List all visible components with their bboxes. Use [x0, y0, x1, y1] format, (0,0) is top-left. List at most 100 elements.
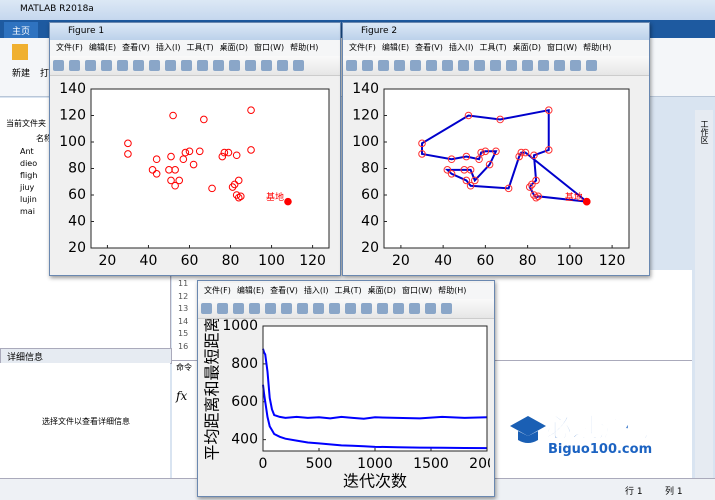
file-item[interactable]: fligh [20, 171, 38, 180]
home-tab[interactable]: 主页 [4, 22, 39, 39]
logo [510, 416, 546, 443]
tool-button[interactable] [474, 60, 485, 71]
tool-button[interactable] [85, 60, 96, 71]
file-item[interactable]: jiuy [20, 183, 35, 192]
tool-button[interactable] [313, 303, 324, 314]
tool-button[interactable] [586, 60, 597, 71]
title-bar: MATLAB R2018a [0, 0, 715, 20]
tool-button[interactable] [201, 303, 212, 314]
tool-button[interactable] [362, 60, 373, 71]
tool-button[interactable] [117, 60, 128, 71]
menu-item[interactable]: 窗口(W) [547, 43, 578, 52]
tool-button[interactable] [426, 60, 437, 71]
tool-button[interactable] [410, 60, 421, 71]
tool-button[interactable] [277, 60, 288, 71]
menu-item[interactable]: 文件(F) [56, 43, 83, 52]
x-tick-label: 100 [556, 253, 583, 269]
marker [234, 193, 243, 202]
watermark: 必过源码 Biguo100.com [508, 408, 708, 463]
tool-button[interactable] [506, 60, 517, 71]
tool-button[interactable] [101, 60, 112, 71]
tool-button[interactable] [165, 60, 176, 71]
tool-button[interactable] [394, 60, 405, 71]
tool-button[interactable] [181, 60, 192, 71]
tool-button[interactable] [490, 60, 501, 71]
menu-item[interactable]: 插入(I) [303, 286, 329, 295]
details-panel: 选择文件以查看详细信息 [0, 363, 170, 478]
menu-item[interactable]: 帮助(H) [583, 43, 612, 52]
chart: 20 40 60 80 100 120 20 40 60 80 100 120 140 基地 [352, 81, 630, 269]
menu-item[interactable]: 查看(V) [270, 286, 298, 295]
x-tick-label: 60 [181, 253, 199, 269]
tool-button[interactable] [329, 303, 340, 314]
menu-item[interactable]: 插入(I) [448, 43, 474, 52]
menu-item[interactable]: 桌面(D) [512, 43, 542, 52]
menu-item[interactable]: 文件(F) [204, 286, 231, 295]
tool-button[interactable] [378, 60, 389, 71]
menu-item[interactable]: 查看(V) [415, 43, 443, 52]
menu-item[interactable]: 编辑(E) [236, 286, 265, 295]
menu-item[interactable]: 桌面(D) [219, 43, 249, 52]
ribbon-open[interactable]: 打 [40, 69, 50, 79]
menu-item[interactable]: 桌面(D) [367, 286, 397, 295]
side-tab[interactable]: 工作区 [700, 120, 709, 144]
menu-item[interactable]: 查看(V) [122, 43, 150, 52]
tool-button[interactable] [217, 303, 228, 314]
marker [124, 139, 132, 148]
tool-button[interactable] [53, 60, 64, 71]
tool-button[interactable] [425, 303, 436, 314]
marker [530, 191, 538, 199]
tool-button[interactable] [346, 60, 357, 71]
file-item[interactable]: Ant [20, 147, 34, 156]
tool-button[interactable] [393, 303, 404, 314]
tool-button[interactable] [441, 303, 452, 314]
marker [247, 146, 255, 154]
tool-button[interactable] [245, 60, 256, 71]
tool-button[interactable] [233, 303, 244, 314]
tool-button[interactable] [361, 303, 372, 314]
tool-button[interactable] [213, 60, 224, 71]
marker [232, 151, 241, 160]
tool-button[interactable] [261, 60, 272, 71]
tool-button[interactable] [570, 60, 581, 71]
marker [418, 150, 426, 158]
file-item[interactable]: lujin [20, 195, 37, 204]
tool-button[interactable] [133, 60, 144, 71]
tool-button[interactable] [69, 60, 80, 71]
marker [443, 166, 452, 174]
details-title: 详细信息 [7, 353, 44, 363]
menu-bar: 文件(F) 编辑(E) 查看(V) 插入(I) 工具(T) 桌面(D) 窗口(W) 帮助(H) [343, 40, 649, 56]
ribbon-new[interactable]: 新建 [12, 69, 31, 79]
tool-button[interactable] [293, 60, 304, 71]
marker [477, 148, 485, 157]
menu-item[interactable]: 工具(T) [186, 43, 214, 52]
menu-item[interactable]: 插入(I) [155, 43, 181, 52]
tool-button[interactable] [345, 303, 356, 314]
menu-item[interactable]: 工具(T) [479, 43, 507, 52]
tool-button[interactable] [149, 60, 160, 71]
tool-button[interactable] [522, 60, 533, 71]
tool-button[interactable] [249, 303, 260, 314]
menu-item[interactable]: 窗口(W) [254, 43, 285, 52]
tool-button[interactable] [281, 303, 292, 314]
tool-button[interactable] [409, 303, 420, 314]
tool-button[interactable] [265, 303, 276, 314]
menu-item[interactable]: 帮助(H) [290, 43, 319, 52]
file-item[interactable]: mai [20, 207, 35, 216]
point-label: 基地 [266, 191, 284, 203]
menu-item[interactable]: 工具(T) [334, 286, 362, 295]
menu-item[interactable]: 文件(F) [349, 43, 376, 52]
tool-button[interactable] [197, 60, 208, 71]
tool-button[interactable] [538, 60, 549, 71]
tool-button[interactable] [297, 303, 308, 314]
menu-item[interactable]: 窗口(W) [402, 286, 433, 295]
file-item[interactable]: dieo [20, 159, 38, 168]
tool-button[interactable] [229, 60, 240, 71]
tool-button[interactable] [442, 60, 453, 71]
menu-item[interactable]: 编辑(E) [88, 43, 117, 52]
menu-item[interactable]: 编辑(E) [381, 43, 410, 52]
tool-button[interactable] [377, 303, 388, 314]
tool-button[interactable] [458, 60, 469, 71]
tool-button[interactable] [554, 60, 565, 71]
menu-item[interactable]: 帮助(H) [438, 286, 467, 295]
